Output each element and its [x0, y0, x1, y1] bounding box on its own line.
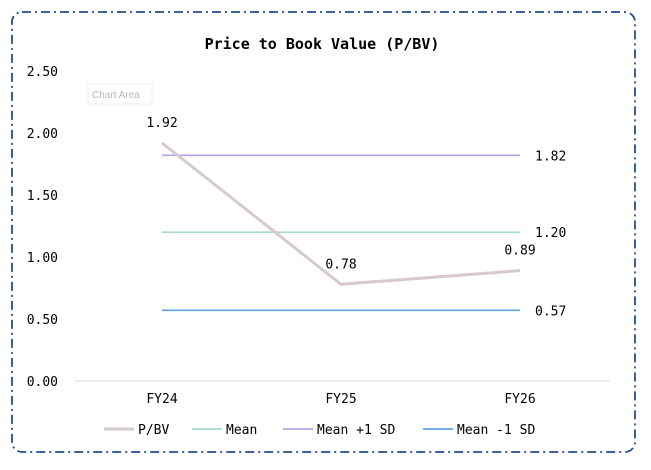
y-tick-label: 1.00: [27, 251, 58, 266]
legend-label: Mean -1 SD: [457, 423, 535, 438]
data-label: 1.20: [535, 226, 566, 241]
legend-label: Mean: [226, 423, 257, 438]
legend-label: Mean +1 SD: [317, 423, 395, 438]
y-tick-label: 0.50: [27, 313, 58, 328]
chart-area-tooltip: Chart Area: [87, 83, 153, 105]
x-tick-label: FY26: [504, 392, 535, 407]
series-lines: [161, 141, 521, 312]
y-tick-label: 2.50: [27, 65, 58, 80]
x-tick-label: FY25: [325, 392, 356, 407]
data-label: 1.92: [146, 116, 177, 131]
x-axis: FY24 FY25 FY26: [146, 392, 535, 407]
x-tick-label: FY24: [146, 392, 177, 407]
data-label: 0.89: [504, 244, 535, 259]
data-labels: 1.92 0.78 0.891.20 1.82 0.57: [146, 116, 566, 319]
y-tick-label: 2.00: [27, 127, 58, 142]
legend: P/BV Mean Mean +1 SD Mean -1 SD: [104, 423, 535, 438]
data-label: 0.78: [325, 257, 356, 272]
chart-title: Price to Book Value (P/BV): [205, 35, 440, 53]
legend-label: P/BV: [138, 423, 169, 438]
y-axis: 0.00 0.50 1.00 1.50 2.00 2.50: [27, 65, 58, 390]
data-label: 0.57: [535, 304, 566, 319]
series-line-p-bv: [161, 141, 521, 286]
tooltip-text: Chart Area: [92, 90, 140, 101]
y-tick-label: 1.50: [27, 189, 58, 204]
y-tick-label: 0.00: [27, 375, 58, 390]
data-label: 1.82: [535, 149, 566, 164]
